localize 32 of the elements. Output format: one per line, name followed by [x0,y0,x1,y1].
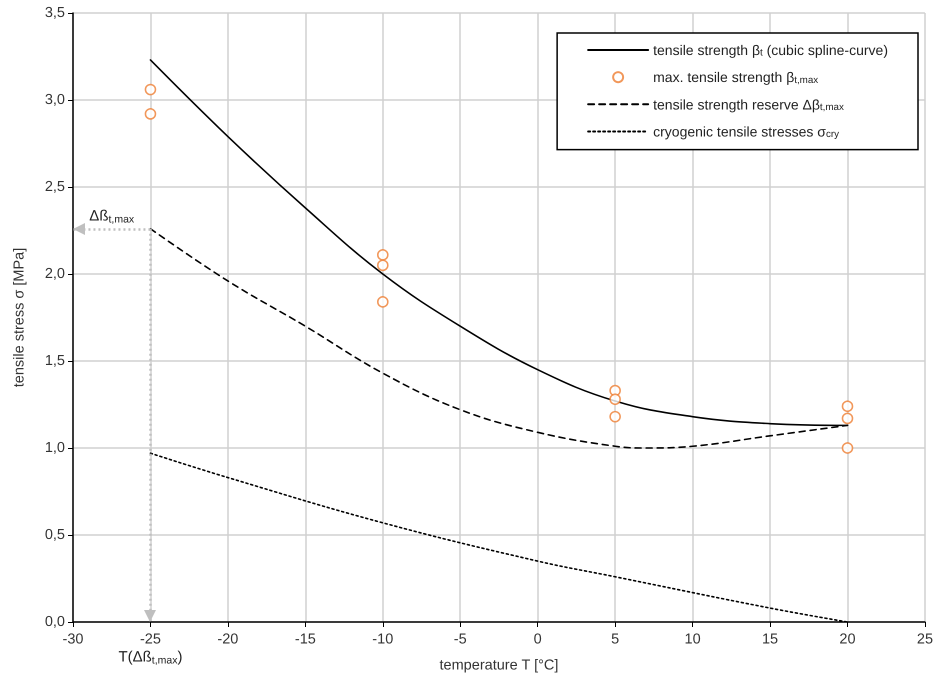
x-tick-label: -20 [217,632,238,648]
x-tick-label: -15 [294,632,316,648]
x-axis-title: temperature T [°C] [440,658,558,674]
point [377,260,389,272]
point [144,84,156,96]
y-tick-label: 3,5 [44,5,65,21]
y-tick-label: 1,0 [44,440,65,456]
x-tick-label: 10 [684,632,701,648]
x-tick-label: 0 [534,632,542,648]
x-tick-label: -10 [372,632,394,648]
x-tick-label: -30 [62,632,84,648]
x-tick-label: 25 [916,632,934,648]
y-tick-label: 1,5 [44,353,65,369]
x-tick-label: 20 [839,632,856,648]
x-tick-label: 5 [611,632,620,648]
point [842,412,854,424]
point [144,108,156,120]
y-tick-label: 0,5 [44,527,65,543]
y-tick-label: 2,0 [44,266,65,282]
point [842,400,854,412]
point [609,393,621,406]
x-tick-label: -25 [140,632,161,648]
point [842,442,854,454]
x-tick-label: 15 [762,632,778,648]
y-tick-label: 2,5 [44,179,65,195]
point [377,296,389,308]
point [377,249,389,261]
y-tick-label: 0,0 [44,614,65,630]
x-tick-label: -5 [454,632,467,648]
point [609,410,621,422]
y-tick-label: 3,0 [44,92,65,108]
y-axis-title: tensile stress σ [MPa] [12,248,28,388]
